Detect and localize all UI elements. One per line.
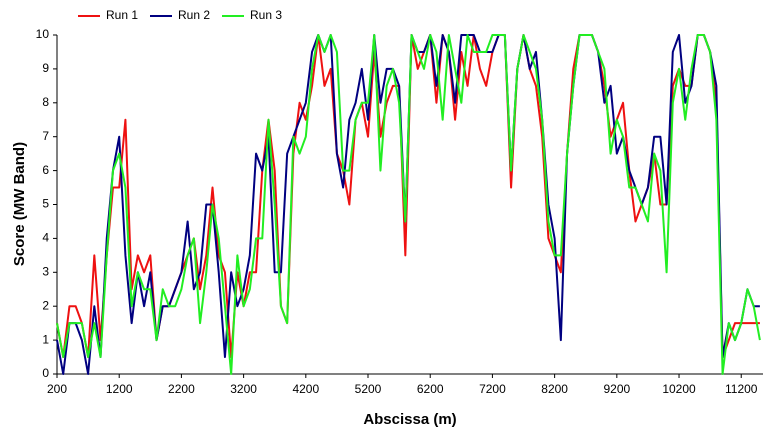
- x-tick-label: 2200: [168, 382, 195, 396]
- y-tick-label: 6: [42, 163, 49, 177]
- x-tick-label: 9200: [603, 382, 630, 396]
- y-tick-label: 3: [42, 264, 49, 278]
- legend-label: Run 3: [250, 8, 282, 22]
- x-tick-label: 10200: [662, 382, 696, 396]
- x-tick-label: 11200: [725, 382, 758, 396]
- y-tick-label: 4: [42, 231, 49, 245]
- x-axis-title: Abscissa (m): [363, 411, 456, 428]
- x-tick-label: 6200: [417, 382, 444, 396]
- x-tick-label: 3200: [230, 382, 257, 396]
- legend-label: Run 2: [178, 8, 210, 22]
- x-tick-label: 200: [47, 382, 67, 396]
- y-tick-label: 7: [42, 129, 49, 143]
- series-line: [56, 34, 761, 375]
- x-tick-label: 4200: [292, 382, 319, 396]
- x-tick-label: 1200: [106, 382, 133, 396]
- series-line: [56, 34, 760, 375]
- y-tick-label: 1: [42, 332, 49, 346]
- x-tick-label: 8200: [541, 382, 568, 396]
- y-tick-label: 2: [42, 298, 49, 312]
- y-tick-label: 0: [42, 366, 49, 380]
- y-tick-label: 5: [42, 197, 49, 211]
- legend-label: Run 1: [106, 8, 138, 22]
- y-axis-title: Score (MW Band): [11, 142, 28, 266]
- x-tick-label: 5200: [355, 382, 382, 396]
- y-tick-label: 9: [42, 61, 49, 75]
- x-tick-label: 7200: [479, 382, 506, 396]
- y-tick-label: 8: [42, 95, 49, 109]
- y-tick-label: 10: [36, 27, 50, 41]
